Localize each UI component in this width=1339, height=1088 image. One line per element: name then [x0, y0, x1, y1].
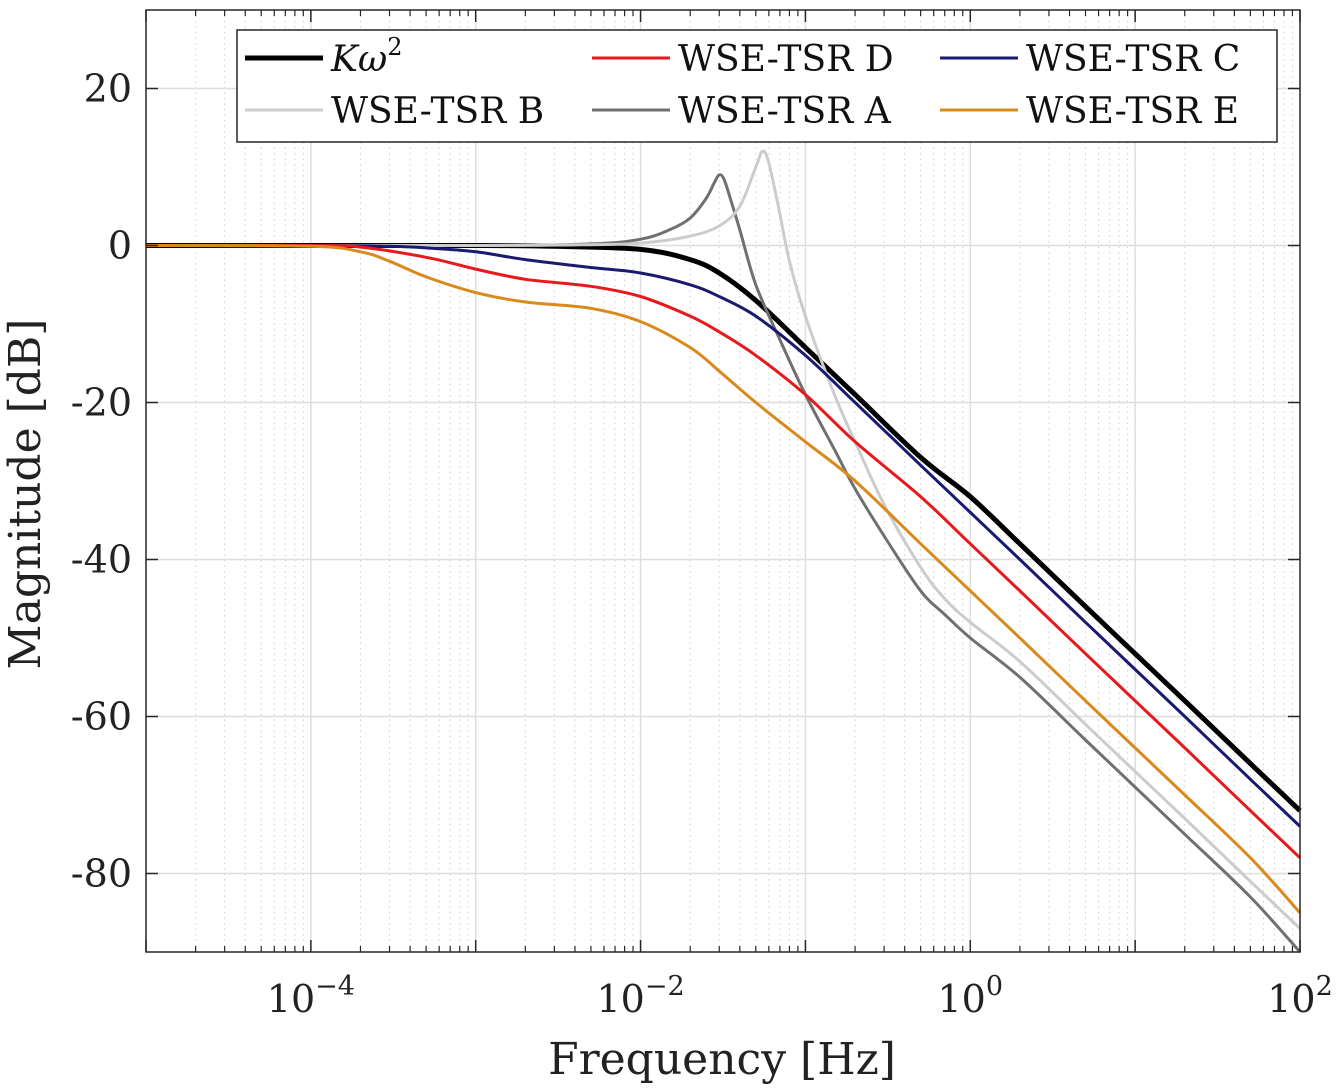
series-line-4: [145, 243, 1302, 859]
y-tick-label: -80: [71, 852, 132, 896]
series-lines: [145, 149, 1302, 954]
legend-label-4: WSE-TSR D: [678, 39, 894, 80]
legend-label-0: Kω2: [330, 33, 403, 80]
y-tick-label: -60: [71, 695, 132, 739]
x-tick-label: 10−2: [596, 971, 684, 1021]
x-tick-label: 10−4: [267, 971, 355, 1021]
series-line-1: [145, 173, 1302, 954]
x-tick-label: 102: [1267, 971, 1333, 1021]
series-line-5: [145, 244, 1302, 914]
series-line-3: [145, 243, 1302, 828]
legend-box: [236, 29, 1278, 143]
x-axis-title: Frequency [Hz]: [548, 1034, 896, 1085]
legend-label-1: WSE-TSR A: [678, 91, 892, 132]
grid: [146, 10, 1300, 952]
y-axis-title: Magnitude [dB]: [0, 319, 51, 670]
legend: Kω2 WSE-TSR B WSE-TSR D WSE-TSR A WSE-TSR C W…: [236, 29, 1278, 143]
plot-frame: [145, 9, 1301, 953]
legend-label-3: WSE-TSR C: [1026, 39, 1240, 80]
series-line-2: [145, 149, 1302, 930]
axes: 20 0 -20 -40 -60 -80 10−4 10−2 100 102: [71, 9, 1333, 1021]
y-tick-label: 20: [84, 67, 132, 111]
series-line-0: [145, 242, 1302, 813]
x-tick-label: 100: [938, 971, 1004, 1021]
legend-label-5: WSE-TSR E: [1026, 91, 1239, 132]
legend-label-2: WSE-TSR B: [331, 91, 544, 132]
y-tick-label: -40: [71, 538, 132, 582]
y-tick-label: 0: [108, 224, 132, 268]
y-tick-label: -20: [71, 381, 132, 425]
